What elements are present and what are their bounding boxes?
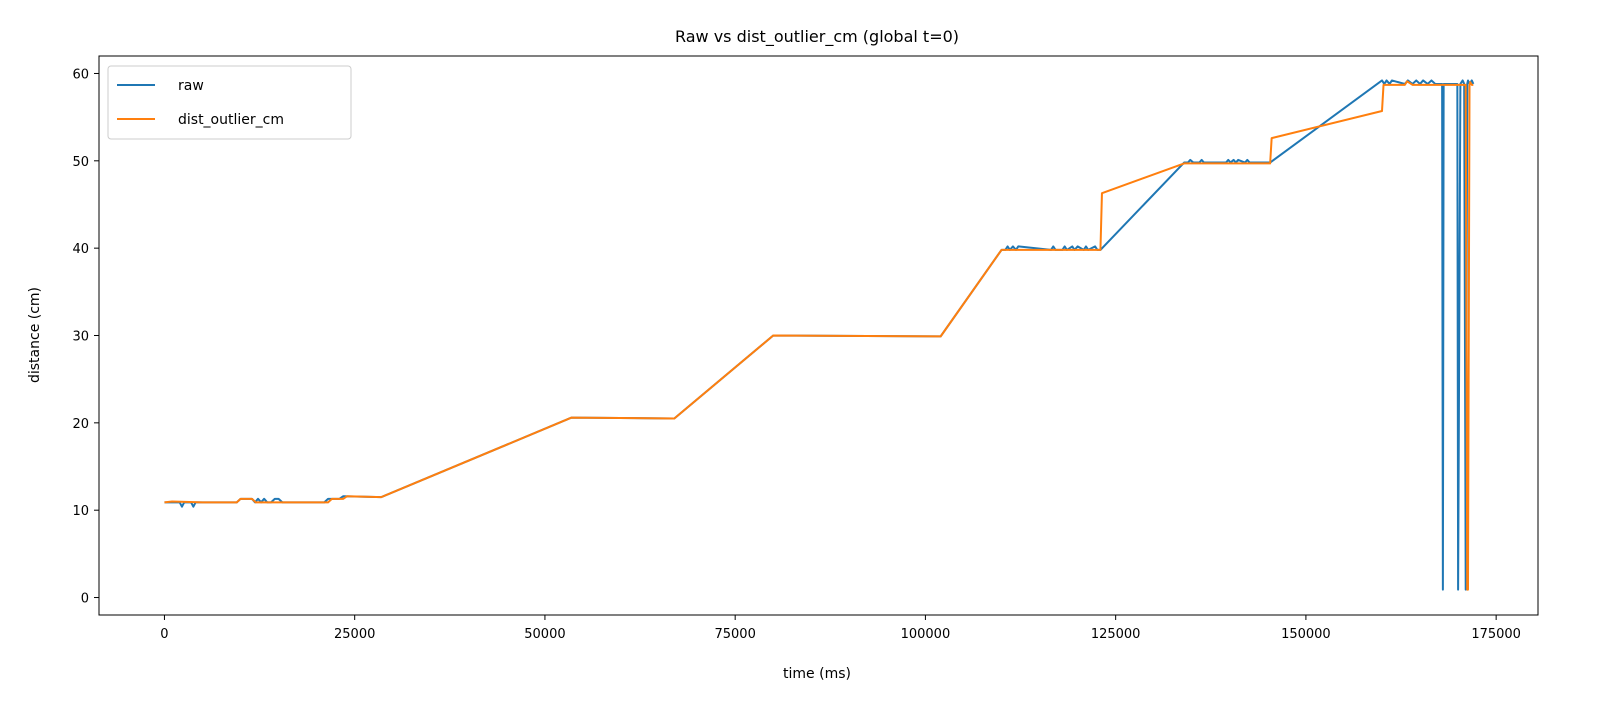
series-layer <box>164 79 1475 591</box>
x-tick-label: 50000 <box>524 627 565 642</box>
y-tick-label: 60 <box>72 67 89 82</box>
y-tick-label: 0 <box>81 592 89 607</box>
legend-label-dist-outlier-cm: dist_outlier_cm <box>178 112 284 128</box>
legend-box <box>107 65 352 140</box>
legend-label-raw: raw <box>178 78 204 94</box>
x-tick-label: 125000 <box>1091 627 1141 642</box>
x-tick-label: 25000 <box>334 627 375 642</box>
legend: raw dist_outlier_cm <box>107 65 352 140</box>
y-tick-label: 40 <box>72 242 89 257</box>
x-tick-label: 75000 <box>714 627 755 642</box>
y-axis-ticks: 0 10 20 30 40 50 60 <box>72 67 99 607</box>
x-tick-label: 175000 <box>1471 627 1521 642</box>
chart-title: Raw vs dist_outlier_cm (global t=0) <box>675 27 959 47</box>
x-tick-label: 100000 <box>901 627 951 642</box>
y-tick-label: 50 <box>72 155 89 170</box>
x-axis-ticks: 0 25000 50000 75000 100000 125000 150000 175000 <box>160 615 1521 642</box>
x-tick-label: 0 <box>160 627 168 642</box>
y-tick-label: 10 <box>72 504 89 519</box>
x-axis-label: time (ms) <box>783 666 851 682</box>
series-line-dist-outlier-cm <box>164 80 1474 591</box>
y-tick-label: 20 <box>72 417 89 432</box>
y-axis-label: distance (cm) <box>27 287 43 383</box>
y-tick-label: 30 <box>72 330 89 345</box>
x-tick-label: 150000 <box>1281 627 1331 642</box>
